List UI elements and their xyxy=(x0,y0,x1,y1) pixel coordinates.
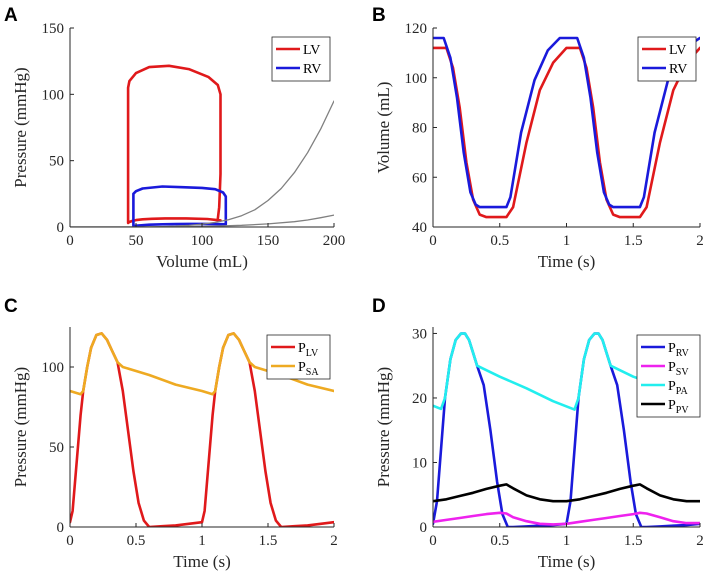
y-tick-label: 150 xyxy=(42,21,65,37)
legend-label-subscript: PA xyxy=(676,386,689,397)
y-tick-label: 50 xyxy=(49,440,64,456)
panel-C: C 0 0.5 1 1.5 2 0 50 100 Time (s) Pressure (mmHg) P… xyxy=(4,296,338,571)
panel-letter: B xyxy=(372,5,386,26)
x-tick-label: 0.5 xyxy=(127,533,146,549)
panel-letter: A xyxy=(4,5,18,26)
panel-A: A 0 50 100 150 200 0 50 100 150 Volume (mL) Pressur… xyxy=(4,5,345,271)
y-tick-label: 0 xyxy=(420,520,428,536)
x-tick-label: 2 xyxy=(330,533,338,549)
series-line-p-sa xyxy=(70,332,334,396)
panel-letter: D xyxy=(372,296,386,317)
series-line-lv xyxy=(126,64,222,225)
series-line-rv xyxy=(132,185,228,227)
legend: LV RV xyxy=(271,36,331,82)
legend-label: RV xyxy=(303,62,321,77)
legend-label: LV xyxy=(303,43,320,58)
x-tick-label: 1 xyxy=(563,533,571,549)
legend-label: LV xyxy=(669,43,686,58)
x-tick-label: 0.5 xyxy=(490,533,509,549)
x-tick-label: 1.5 xyxy=(624,533,643,549)
x-tick-label: 1.5 xyxy=(624,233,643,249)
plot-area xyxy=(433,36,700,219)
x-tick-label: 1.5 xyxy=(259,533,278,549)
series-line-p-pv xyxy=(433,483,700,503)
y-axis-title: Pressure (mmHg) xyxy=(11,367,30,487)
x-tick-label: 0 xyxy=(66,233,74,249)
y-tick-label: 100 xyxy=(42,360,65,376)
x-axis-title: Time (s) xyxy=(173,552,230,571)
y-tick-label: 60 xyxy=(412,170,427,186)
y-tick-label: 100 xyxy=(405,71,428,87)
legend-label: RV xyxy=(669,62,687,77)
y-tick-label: 100 xyxy=(42,87,65,103)
series-line-p-pa xyxy=(433,332,648,411)
y-tick-label: 120 xyxy=(405,21,428,37)
y-tick-label: 80 xyxy=(412,121,427,137)
y-tick-label: 0 xyxy=(57,520,65,536)
panel-letter: C xyxy=(4,296,18,317)
x-tick-label: 2 xyxy=(696,533,704,549)
legend: LV RV xyxy=(637,36,697,82)
y-tick-label: 40 xyxy=(412,220,427,236)
series-line-edpvr-lv xyxy=(70,100,334,227)
legend-label-subscript: SA xyxy=(306,367,320,378)
x-axis-title: Time (s) xyxy=(538,552,595,571)
y-tick-label: 10 xyxy=(412,455,427,471)
y-tick-label: 20 xyxy=(412,391,427,407)
y-tick-label: 0 xyxy=(57,220,65,236)
x-tick-label: 100 xyxy=(191,233,214,249)
legend-label-subscript: PV xyxy=(676,405,690,416)
x-tick-label: 0 xyxy=(66,533,74,549)
legend-box xyxy=(271,36,331,82)
panel-B: B 0 0.5 1 1.5 2 40 60 80 100 120 Time (s) Volume (mL… xyxy=(372,5,704,271)
plot-area xyxy=(70,332,334,527)
x-axis-title: Volume (mL) xyxy=(156,252,248,271)
x-tick-label: 0 xyxy=(429,533,437,549)
y-axis-title: Pressure (mmHg) xyxy=(11,67,30,187)
y-axis-title: Pressure (mmHg) xyxy=(374,367,393,487)
plot-area xyxy=(70,64,334,227)
x-tick-label: 0 xyxy=(429,233,437,249)
legend-label-subscript: LV xyxy=(306,348,319,359)
x-tick-label: 50 xyxy=(129,233,144,249)
legend-label-subscript: RV xyxy=(676,348,690,359)
legend-box xyxy=(637,36,697,82)
x-tick-label: 0.5 xyxy=(490,233,509,249)
x-tick-label: 2 xyxy=(696,233,704,249)
legend-label-subscript: SV xyxy=(676,367,690,378)
x-tick-label: 1 xyxy=(563,233,571,249)
y-tick-label: 50 xyxy=(49,154,64,170)
y-tick-label: 30 xyxy=(412,326,427,342)
legend-box xyxy=(266,334,331,380)
x-tick-label: 150 xyxy=(257,233,280,249)
series-line-rv xyxy=(433,36,700,209)
x-tick-label: 200 xyxy=(323,233,346,249)
x-axis-title: Time (s) xyxy=(538,252,595,271)
y-axis-title: Volume (mL) xyxy=(374,82,393,174)
x-tick-label: 1 xyxy=(198,533,206,549)
